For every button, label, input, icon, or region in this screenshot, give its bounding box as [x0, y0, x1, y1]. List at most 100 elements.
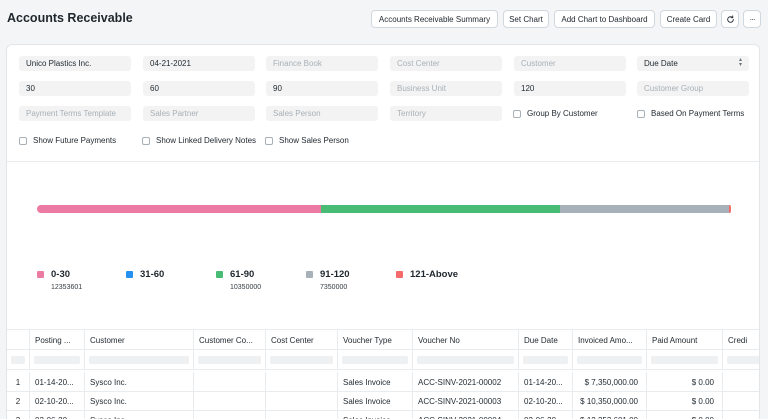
legend-label: 61-90: [230, 269, 255, 280]
customer-group-filter[interactable]: Customer Group: [637, 81, 749, 96]
bar-segment-61-90[interactable]: [321, 205, 560, 213]
show-linked-delivery-notes-checkbox[interactable]: Show Linked Delivery Notes: [142, 136, 256, 145]
table-cell[interactable]: [723, 410, 759, 419]
table-cell[interactable]: $ 10,350,000.00: [573, 391, 647, 411]
finance-book-filter[interactable]: Finance Book: [266, 56, 378, 71]
table-cell[interactable]: Sysco Inc.: [85, 372, 194, 392]
bar-segment-121-above[interactable]: [728, 205, 731, 213]
add-chart-to-dashboard-button[interactable]: Add Chart to Dashboard: [554, 10, 655, 28]
column-header[interactable]: Due Date: [519, 330, 573, 350]
column-header[interactable]: Invoiced Amo...: [573, 330, 647, 350]
sales-partner-filter[interactable]: Sales Partner: [143, 106, 255, 121]
column-filter-input[interactable]: [417, 356, 514, 364]
row-index[interactable]: 2: [7, 391, 30, 411]
column-filter-input[interactable]: [727, 356, 759, 364]
show-future-payments-checkbox[interactable]: Show Future Payments: [19, 136, 116, 145]
group-by-customer-checkbox[interactable]: Group By Customer: [513, 109, 598, 118]
table-cell[interactable]: 03-06-20...: [519, 410, 573, 419]
checkbox-box[interactable]: [637, 109, 645, 118]
create-card-button[interactable]: Create Card: [660, 10, 717, 28]
table-cell[interactable]: 01-14-20...: [519, 372, 573, 392]
column-filter-input[interactable]: [34, 356, 80, 364]
show-sales-person-checkbox[interactable]: Show Sales Person: [265, 136, 349, 145]
table-cell[interactable]: Sales Invoice: [338, 410, 413, 419]
table-row[interactable]: 303-06-20...Sysco Inc.Sales InvoiceACC-S…: [7, 410, 759, 419]
column-filter-input[interactable]: [89, 356, 189, 364]
table-cell[interactable]: $ 12,353,601.00: [573, 410, 647, 419]
table-cell[interactable]: 02-10-20...: [30, 391, 85, 411]
column-filter-input[interactable]: [11, 356, 25, 364]
sales-person-filter[interactable]: Sales Person: [266, 106, 378, 121]
table-cell[interactable]: $ 0.00: [647, 410, 723, 419]
checkbox-box[interactable]: [265, 136, 273, 145]
column-filter-input[interactable]: [577, 356, 642, 364]
table-cell[interactable]: 02-10-20...: [519, 391, 573, 411]
column-header[interactable]: Voucher No: [413, 330, 519, 350]
column-header[interactable]: Cost Center: [266, 330, 338, 350]
table-cell[interactable]: 01-14-20...: [30, 372, 85, 392]
column-filter-input[interactable]: [523, 356, 568, 364]
column-header[interactable]: [7, 330, 30, 350]
table-cell[interactable]: [194, 391, 266, 411]
bar-segment-91-120[interactable]: [559, 205, 729, 213]
table-cell[interactable]: $ 0.00: [647, 372, 723, 392]
checkbox-box[interactable]: [19, 136, 27, 145]
table-cell[interactable]: [266, 372, 338, 392]
range1-filter[interactable]: 30: [19, 81, 131, 96]
legend-item-31-60: 31-60: [126, 269, 164, 280]
set-chart-button[interactable]: Set Chart: [503, 10, 549, 28]
table-row[interactable]: 2 02-10-20... Sysco Inc. Sales Invoice ACC-S…: [7, 391, 759, 411]
report-date-filter[interactable]: 04-21-2021: [143, 56, 255, 71]
payment-terms-template-filter[interactable]: Payment Terms Template: [19, 106, 131, 121]
table-cell[interactable]: Sysco Inc.: [85, 410, 194, 419]
filter-cell: [30, 350, 85, 370]
table-cell[interactable]: [266, 391, 338, 411]
checkbox-box[interactable]: [142, 136, 150, 145]
refresh-button[interactable]: [721, 10, 739, 28]
table-row[interactable]: 1 01-14-20... Sysco Inc. Sales Invoice ACC-S…: [7, 372, 759, 392]
row-index[interactable]: 1: [7, 372, 30, 392]
based-on-payment-terms-checkbox[interactable]: Based On Payment Terms: [637, 109, 744, 118]
filter-cell: [194, 350, 266, 370]
range2-filter[interactable]: 60: [143, 81, 255, 96]
checkbox-box[interactable]: [513, 109, 521, 118]
customer-filter[interactable]: Customer: [514, 56, 626, 71]
column-header[interactable]: Credi: [723, 330, 759, 350]
range4-filter[interactable]: 120: [514, 81, 626, 96]
range3-filter[interactable]: 90: [266, 81, 378, 96]
column-filter-input[interactable]: [342, 356, 408, 364]
column-header[interactable]: Customer: [85, 330, 194, 350]
column-filter-input[interactable]: [651, 356, 718, 364]
cost-center-filter[interactable]: Cost Center: [390, 56, 502, 71]
table-cell[interactable]: [194, 372, 266, 392]
territory-filter[interactable]: Territory: [390, 106, 502, 121]
table-cell[interactable]: [723, 372, 759, 392]
table-cell[interactable]: [266, 410, 338, 419]
table-cell[interactable]: $ 0.00: [647, 391, 723, 411]
accounts-receivable-summary-button[interactable]: Accounts Receivable Summary: [371, 10, 498, 28]
legend-label: 0-30: [51, 269, 71, 280]
table-cell[interactable]: ACC-SINV-2021-00004: [413, 410, 519, 419]
table-cell[interactable]: Sales Invoice: [338, 372, 413, 392]
column-header[interactable]: Voucher Type: [338, 330, 413, 350]
table-cell[interactable]: Sales Invoice: [338, 391, 413, 411]
business-unit-filter[interactable]: Business Unit: [390, 81, 502, 96]
table-cell[interactable]: ACC-SINV-2021-00002: [413, 372, 519, 392]
table-cell[interactable]: [723, 391, 759, 411]
more-actions-button[interactable]: ···: [743, 10, 761, 28]
company-filter[interactable]: Unico Plastics Inc.: [19, 56, 131, 71]
column-header[interactable]: Customer Co...: [194, 330, 266, 350]
table-cell[interactable]: 03-06-20...: [30, 410, 85, 419]
table-cell[interactable]: $ 7,350,000.00: [573, 372, 647, 392]
bar-segment-0-30[interactable]: [37, 205, 322, 213]
row-index[interactable]: 3: [7, 410, 30, 419]
table-cell[interactable]: Sysco Inc.: [85, 391, 194, 411]
column-header[interactable]: Posting ...: [30, 330, 85, 350]
ageing-based-on-select[interactable]: Due Date ▴ ▾: [637, 56, 749, 71]
column-header[interactable]: Paid Amount: [647, 330, 723, 350]
table-cell[interactable]: [194, 410, 266, 419]
column-filter-input[interactable]: [198, 356, 261, 364]
column-filter-input[interactable]: [270, 356, 333, 364]
table-cell[interactable]: ACC-SINV-2021-00003: [413, 391, 519, 411]
filter-cell: [266, 350, 338, 370]
